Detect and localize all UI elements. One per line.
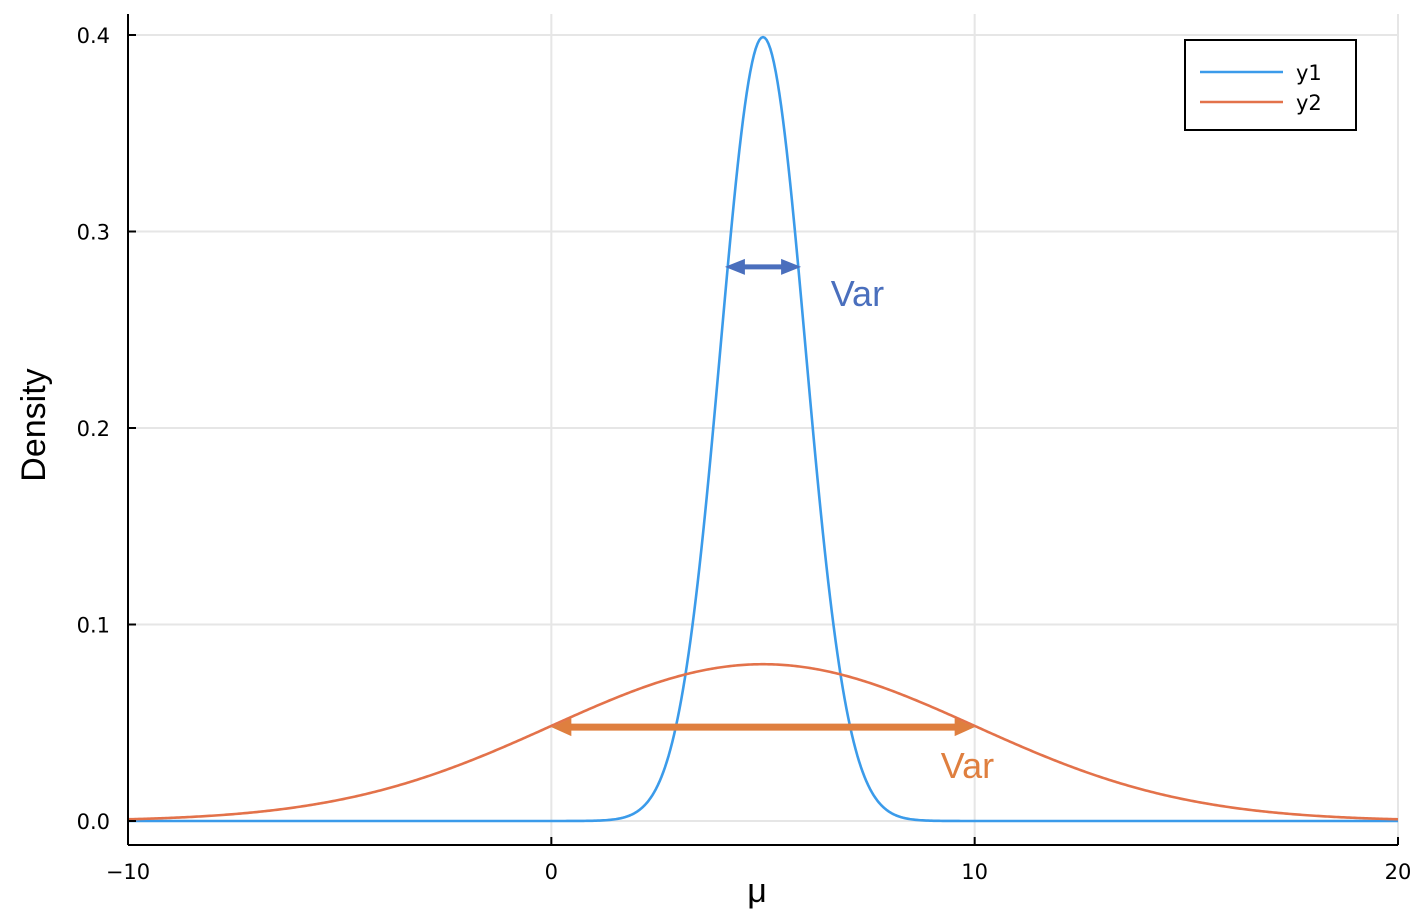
grid [127, 14, 1399, 845]
var-label-y2: Var [941, 745, 994, 786]
y-tick-label: 0.2 [77, 417, 110, 441]
x-axis-label: μ [747, 872, 767, 910]
series-line-y1 [128, 35, 1398, 823]
axes: −10 0 10 20 0.0 0.1 0.2 0.3 0.4 [77, 14, 1412, 884]
y-tick-label: 0.3 [77, 221, 110, 245]
x-tick-label: 10 [961, 860, 988, 884]
curves [127, 35, 1399, 823]
legend-box [1184, 39, 1357, 131]
x-tick-label: 0 [545, 860, 558, 884]
y-tick-label: 0.1 [77, 614, 110, 638]
series-line-y2 [127, 662, 1399, 821]
var-label-y1: Var [831, 273, 884, 314]
var-arrow-head-right-y2 [954, 718, 975, 737]
annotations: Var Var [551, 258, 994, 786]
y-tick-label: 0.4 [77, 24, 110, 48]
x-tick-label: −10 [106, 860, 150, 884]
x-tick-label: 20 [1385, 860, 1412, 884]
var-arrow-head-left-y2 [551, 718, 572, 737]
y-tick-label: 0.0 [77, 810, 110, 834]
var-arrow-head-right-y1 [781, 258, 802, 275]
legend-label-y2: y2 [1296, 91, 1322, 115]
var-arrow-head-left-y1 [724, 258, 745, 275]
y-axis-label: Density [15, 368, 53, 481]
legend-label-y1: y1 [1296, 61, 1322, 85]
